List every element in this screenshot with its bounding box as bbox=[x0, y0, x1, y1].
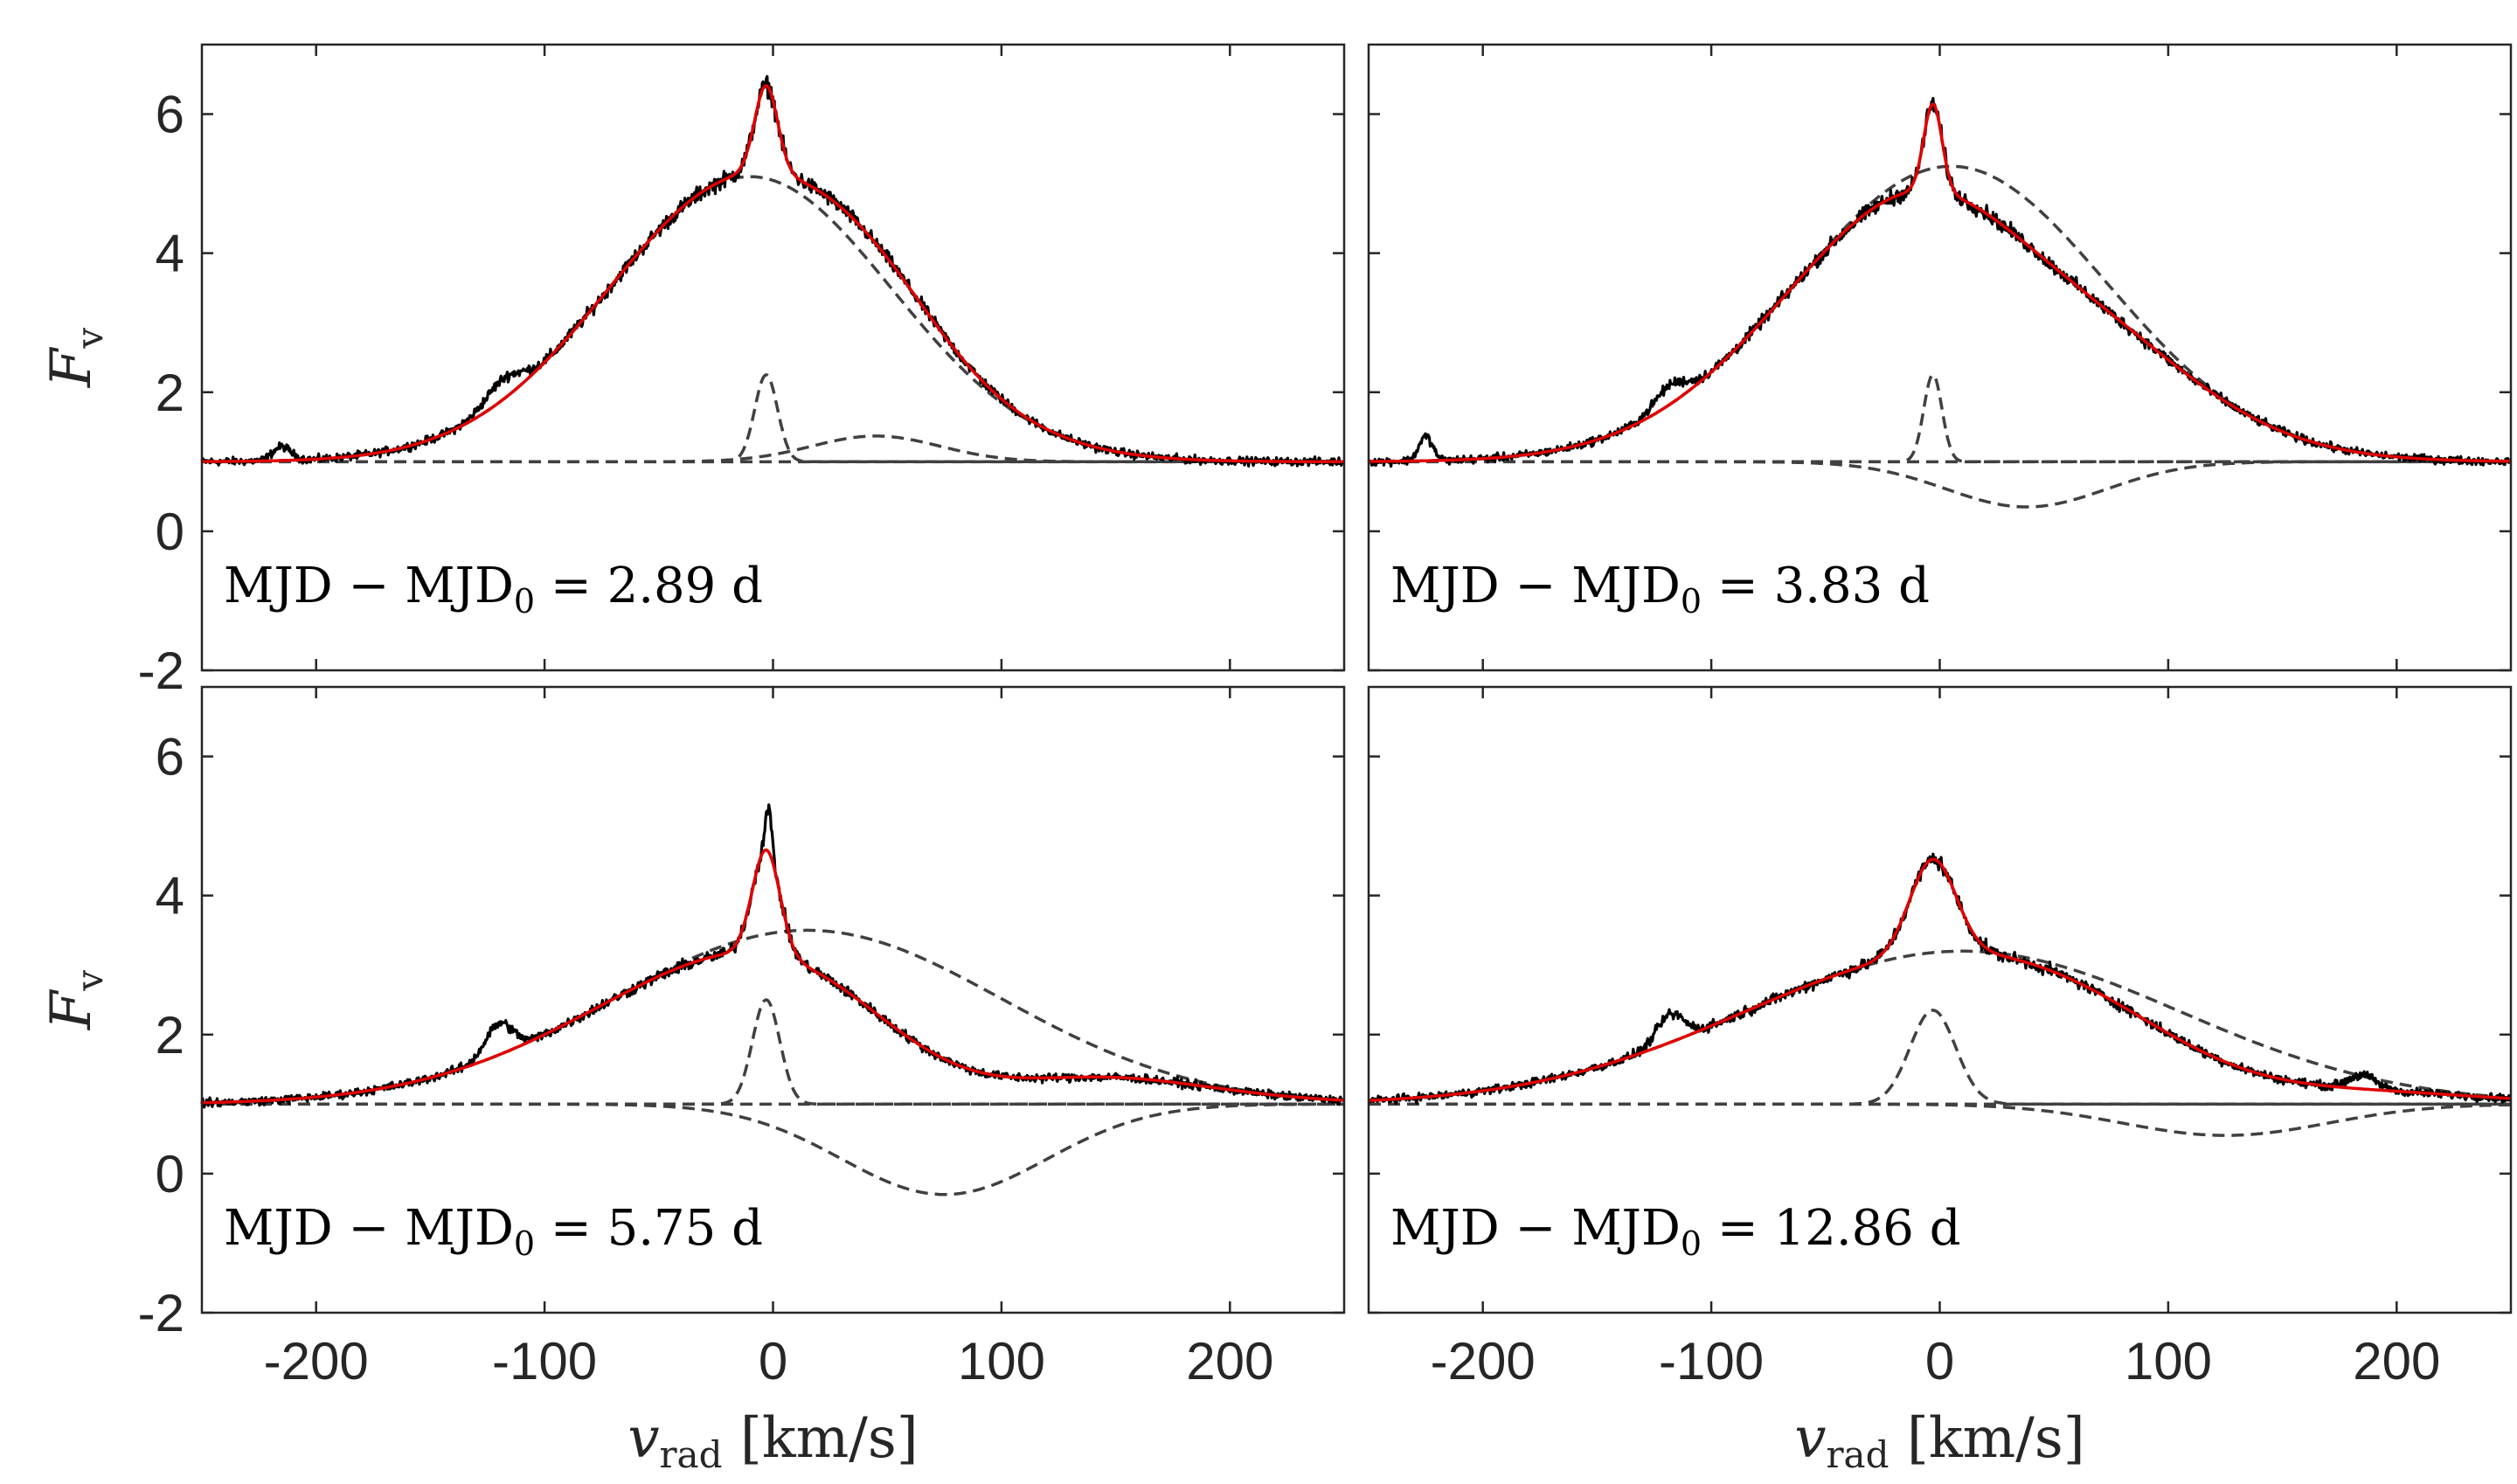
annotation-subscript: 0 bbox=[514, 582, 535, 621]
annotation-value: = 5.75 d bbox=[535, 1200, 763, 1257]
y-axis-label: Fv bbox=[39, 328, 111, 388]
y-tick-label: 2 bbox=[156, 364, 184, 422]
total-fit-line bbox=[201, 84, 1344, 464]
y-axis-label: Fv bbox=[39, 970, 111, 1030]
observed-spectrum bbox=[200, 803, 1345, 1109]
component-absorption-component bbox=[1369, 1102, 2511, 1137]
panel-annotation: MJD − MJD0 = 5.75 d bbox=[224, 1200, 763, 1263]
component-narrow-component bbox=[202, 998, 1344, 1106]
y-axis-symbol: F bbox=[39, 346, 104, 388]
y-tick-label: 4 bbox=[156, 867, 184, 926]
annotation-value: = 12.86 d bbox=[1702, 1200, 1961, 1257]
x-tick-label: 200 bbox=[1186, 1332, 1273, 1390]
x-tick-label: 200 bbox=[2353, 1332, 2440, 1390]
component-narrow-component bbox=[202, 373, 1344, 464]
x-tick-label: 100 bbox=[958, 1332, 1045, 1390]
panel-annotation: MJD − MJD0 = 3.83 d bbox=[1390, 558, 1930, 621]
y-tick-label: -2 bbox=[138, 1284, 184, 1342]
annotation-prefix: MJD − MJD bbox=[1390, 1200, 1681, 1257]
x-axis-subscript: rad bbox=[659, 1433, 722, 1476]
annotation-subscript: 0 bbox=[514, 1224, 535, 1263]
y-tick-label: 0 bbox=[156, 1145, 184, 1203]
y-axis-symbol: F bbox=[39, 988, 104, 1030]
annotation-subscript: 0 bbox=[1681, 1224, 1702, 1263]
x-tick-label: 100 bbox=[2125, 1332, 2212, 1390]
x-tick-label: -100 bbox=[1659, 1332, 1764, 1390]
x-axis-symbol: v bbox=[628, 1406, 659, 1471]
component-broad-component bbox=[201, 175, 1344, 464]
panel-2: MJD − MJD0 = 3.83 d bbox=[1367, 43, 2513, 672]
component-narrow-component bbox=[1369, 1009, 2511, 1106]
annotation-subscript: 0 bbox=[1681, 582, 1702, 621]
y-axis-subscript: v bbox=[68, 970, 111, 992]
observed-spectrum bbox=[1367, 852, 2513, 1106]
observed-spectrum bbox=[1367, 96, 2513, 468]
panel-annotation: MJD − MJD0 = 2.89 d bbox=[224, 558, 763, 621]
annotation-prefix: MJD − MJD bbox=[224, 558, 514, 614]
x-tick-label: -200 bbox=[1431, 1332, 1536, 1390]
y-tick-label: 6 bbox=[156, 728, 184, 787]
y-tick-label: 0 bbox=[156, 503, 184, 561]
x-tick-label: -200 bbox=[264, 1332, 369, 1390]
x-axis-label: vrad [km/s] bbox=[628, 1406, 918, 1476]
annotation-prefix: MJD − MJD bbox=[1390, 558, 1681, 614]
x-tick-label: -100 bbox=[492, 1332, 597, 1390]
x-axis-symbol: v bbox=[1794, 1406, 1826, 1471]
panel-annotation: MJD − MJD0 = 12.86 d bbox=[1390, 1200, 1961, 1263]
component-absorption-component bbox=[202, 1102, 1344, 1196]
component-broad-component bbox=[1368, 949, 2512, 1102]
component-broad-component bbox=[202, 928, 1345, 1105]
y-tick-label: 2 bbox=[156, 1006, 184, 1064]
total-fit-line bbox=[202, 848, 1344, 1105]
x-axis-unit: [km/s] bbox=[723, 1406, 919, 1471]
x-axis-label: vrad [km/s] bbox=[1794, 1406, 2084, 1476]
annotation-value: = 2.89 d bbox=[535, 558, 763, 614]
total-fit-line bbox=[1369, 102, 2511, 463]
total-fit-line bbox=[1368, 857, 2512, 1102]
annotation-value: = 3.83 d bbox=[1702, 558, 1930, 614]
component-absorption-component bbox=[1369, 460, 2511, 509]
y-axis-subscript: v bbox=[68, 328, 111, 350]
x-axis-unit: [km/s] bbox=[1889, 1406, 2085, 1471]
x-tick-label: 0 bbox=[1925, 1332, 1954, 1390]
x-tick-label: 0 bbox=[759, 1332, 787, 1390]
y-tick-label: -2 bbox=[138, 641, 184, 700]
component-broad-component bbox=[1369, 164, 2511, 463]
annotation-prefix: MJD − MJD bbox=[224, 1200, 514, 1257]
y-tick-label: 4 bbox=[156, 225, 184, 283]
observed-spectrum bbox=[200, 74, 1345, 468]
x-axis-subscript: rad bbox=[1826, 1433, 1889, 1476]
y-tick-label: 6 bbox=[156, 86, 184, 144]
